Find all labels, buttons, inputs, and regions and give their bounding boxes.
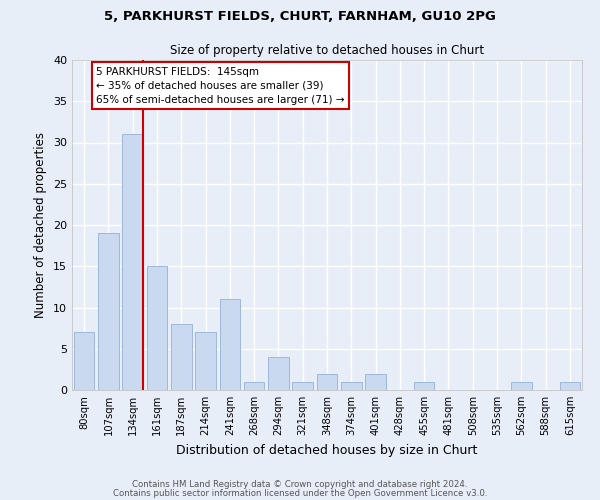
Bar bbox=[365, 374, 386, 390]
Bar bbox=[268, 357, 289, 390]
Bar bbox=[317, 374, 337, 390]
Bar bbox=[146, 266, 167, 390]
Title: Size of property relative to detached houses in Churt: Size of property relative to detached ho… bbox=[170, 44, 484, 58]
Bar bbox=[98, 233, 119, 390]
Bar bbox=[74, 332, 94, 390]
Bar bbox=[560, 382, 580, 390]
Y-axis label: Number of detached properties: Number of detached properties bbox=[34, 132, 47, 318]
Bar bbox=[511, 382, 532, 390]
Bar bbox=[244, 382, 265, 390]
X-axis label: Distribution of detached houses by size in Churt: Distribution of detached houses by size … bbox=[176, 444, 478, 456]
Bar bbox=[341, 382, 362, 390]
Bar bbox=[171, 324, 191, 390]
Bar bbox=[292, 382, 313, 390]
Text: Contains HM Land Registry data © Crown copyright and database right 2024.: Contains HM Land Registry data © Crown c… bbox=[132, 480, 468, 489]
Bar bbox=[195, 332, 216, 390]
Bar bbox=[414, 382, 434, 390]
Text: Contains public sector information licensed under the Open Government Licence v3: Contains public sector information licen… bbox=[113, 489, 487, 498]
Text: 5 PARKHURST FIELDS:  145sqm
← 35% of detached houses are smaller (39)
65% of sem: 5 PARKHURST FIELDS: 145sqm ← 35% of deta… bbox=[96, 66, 345, 104]
Bar bbox=[220, 299, 240, 390]
Bar bbox=[122, 134, 143, 390]
Text: 5, PARKHURST FIELDS, CHURT, FARNHAM, GU10 2PG: 5, PARKHURST FIELDS, CHURT, FARNHAM, GU1… bbox=[104, 10, 496, 23]
